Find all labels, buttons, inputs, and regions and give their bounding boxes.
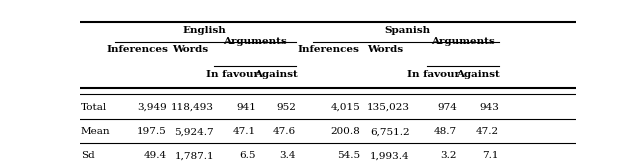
- Text: 54.5: 54.5: [337, 151, 360, 160]
- Text: 47.1: 47.1: [233, 127, 256, 136]
- Text: Words: Words: [367, 45, 403, 54]
- Text: Arguments: Arguments: [223, 37, 287, 46]
- Text: Arguments: Arguments: [431, 37, 495, 46]
- Text: Inferences: Inferences: [106, 45, 168, 54]
- Text: Inferences: Inferences: [297, 45, 359, 54]
- Text: In favour: In favour: [206, 70, 259, 79]
- Text: 3,949: 3,949: [137, 103, 167, 112]
- Text: 3.2: 3.2: [440, 151, 457, 160]
- Text: 5,924.7: 5,924.7: [174, 127, 214, 136]
- Text: 197.5: 197.5: [137, 127, 167, 136]
- Text: 48.7: 48.7: [434, 127, 457, 136]
- Text: 6.5: 6.5: [239, 151, 256, 160]
- Text: 135,023: 135,023: [367, 103, 410, 112]
- Text: 1,993.4: 1,993.4: [370, 151, 410, 160]
- Text: Total: Total: [81, 103, 108, 112]
- Text: Against: Against: [254, 70, 298, 79]
- Text: 952: 952: [276, 103, 296, 112]
- Text: Spanish: Spanish: [384, 26, 431, 35]
- Text: 1,787.1: 1,787.1: [174, 151, 214, 160]
- Text: 118,493: 118,493: [171, 103, 214, 112]
- Text: In favour: In favour: [407, 70, 460, 79]
- Text: Against: Against: [456, 70, 500, 79]
- Text: 943: 943: [479, 103, 499, 112]
- Text: 47.2: 47.2: [476, 127, 499, 136]
- Text: 6,751.2: 6,751.2: [370, 127, 410, 136]
- Text: Words: Words: [173, 45, 209, 54]
- Text: Mean: Mean: [81, 127, 111, 136]
- Text: 200.8: 200.8: [330, 127, 360, 136]
- Text: 4,015: 4,015: [330, 103, 360, 112]
- Text: 3.4: 3.4: [279, 151, 296, 160]
- Text: 7.1: 7.1: [483, 151, 499, 160]
- Text: English: English: [182, 26, 226, 35]
- Text: Sd: Sd: [81, 151, 95, 160]
- Text: 47.6: 47.6: [273, 127, 296, 136]
- Text: 941: 941: [236, 103, 256, 112]
- Text: 49.4: 49.4: [143, 151, 167, 160]
- Text: 974: 974: [437, 103, 457, 112]
